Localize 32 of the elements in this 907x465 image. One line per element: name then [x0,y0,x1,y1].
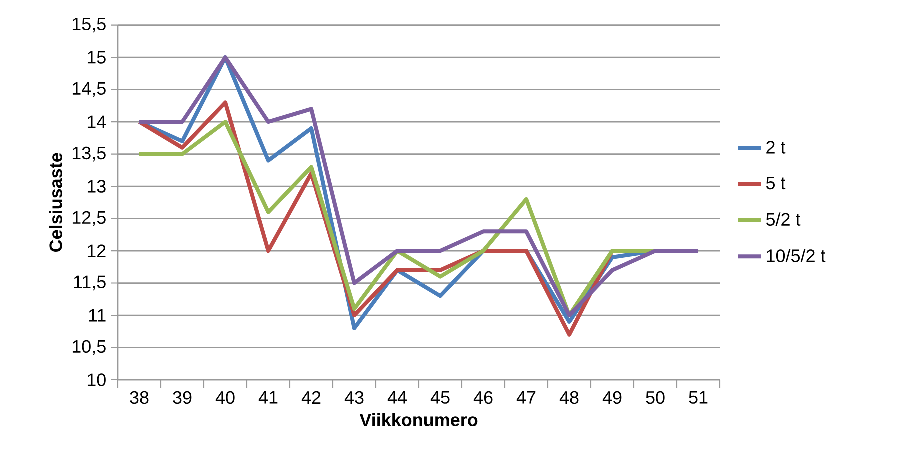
legend-label: 2 t [766,141,786,154]
x-tick-label: 45 [430,391,450,404]
x-tick-label: 49 [602,391,622,404]
x-tick-label: 44 [388,391,407,404]
y-tick-label: 13 [88,180,106,193]
x-tick-label: 43 [344,391,364,404]
x-tick-label: 40 [216,391,235,404]
y-axis-title: Celsiusaste [49,153,62,252]
y-tick-label: 10 [88,374,106,386]
x-axis-title: Viikkonumero [360,413,478,426]
y-tick-label: 12 [88,244,106,258]
legend-label: 10/5/2 t [767,249,826,262]
y-tick-label: 14,5 [72,82,106,98]
legend-label: 5 t [766,177,786,190]
y-tick-label: 12,5 [72,211,106,226]
x-tick-label: 42 [302,391,321,404]
x-tick-label: 38 [130,391,149,404]
legend-label: 5/2 t [766,212,801,226]
x-tick-label: 47 [516,391,536,404]
y-tick-label: 13,5 [72,146,106,162]
x-tick-label: 39 [173,391,192,404]
x-tick-label: 50 [646,391,665,404]
y-tick-label: 15,5 [72,18,106,33]
x-tick-label: 41 [258,391,278,404]
y-tick-label: 14 [88,116,106,128]
x-tick-label: 48 [560,391,579,404]
y-tick-label: 15 [88,51,106,64]
x-tick-label: 51 [689,391,708,404]
y-tick-label: 11 [89,309,106,322]
x-tick-label: 46 [474,391,493,404]
y-tick-label: 10,5 [72,340,106,356]
y-tick-label: 11,5 [74,276,106,291]
